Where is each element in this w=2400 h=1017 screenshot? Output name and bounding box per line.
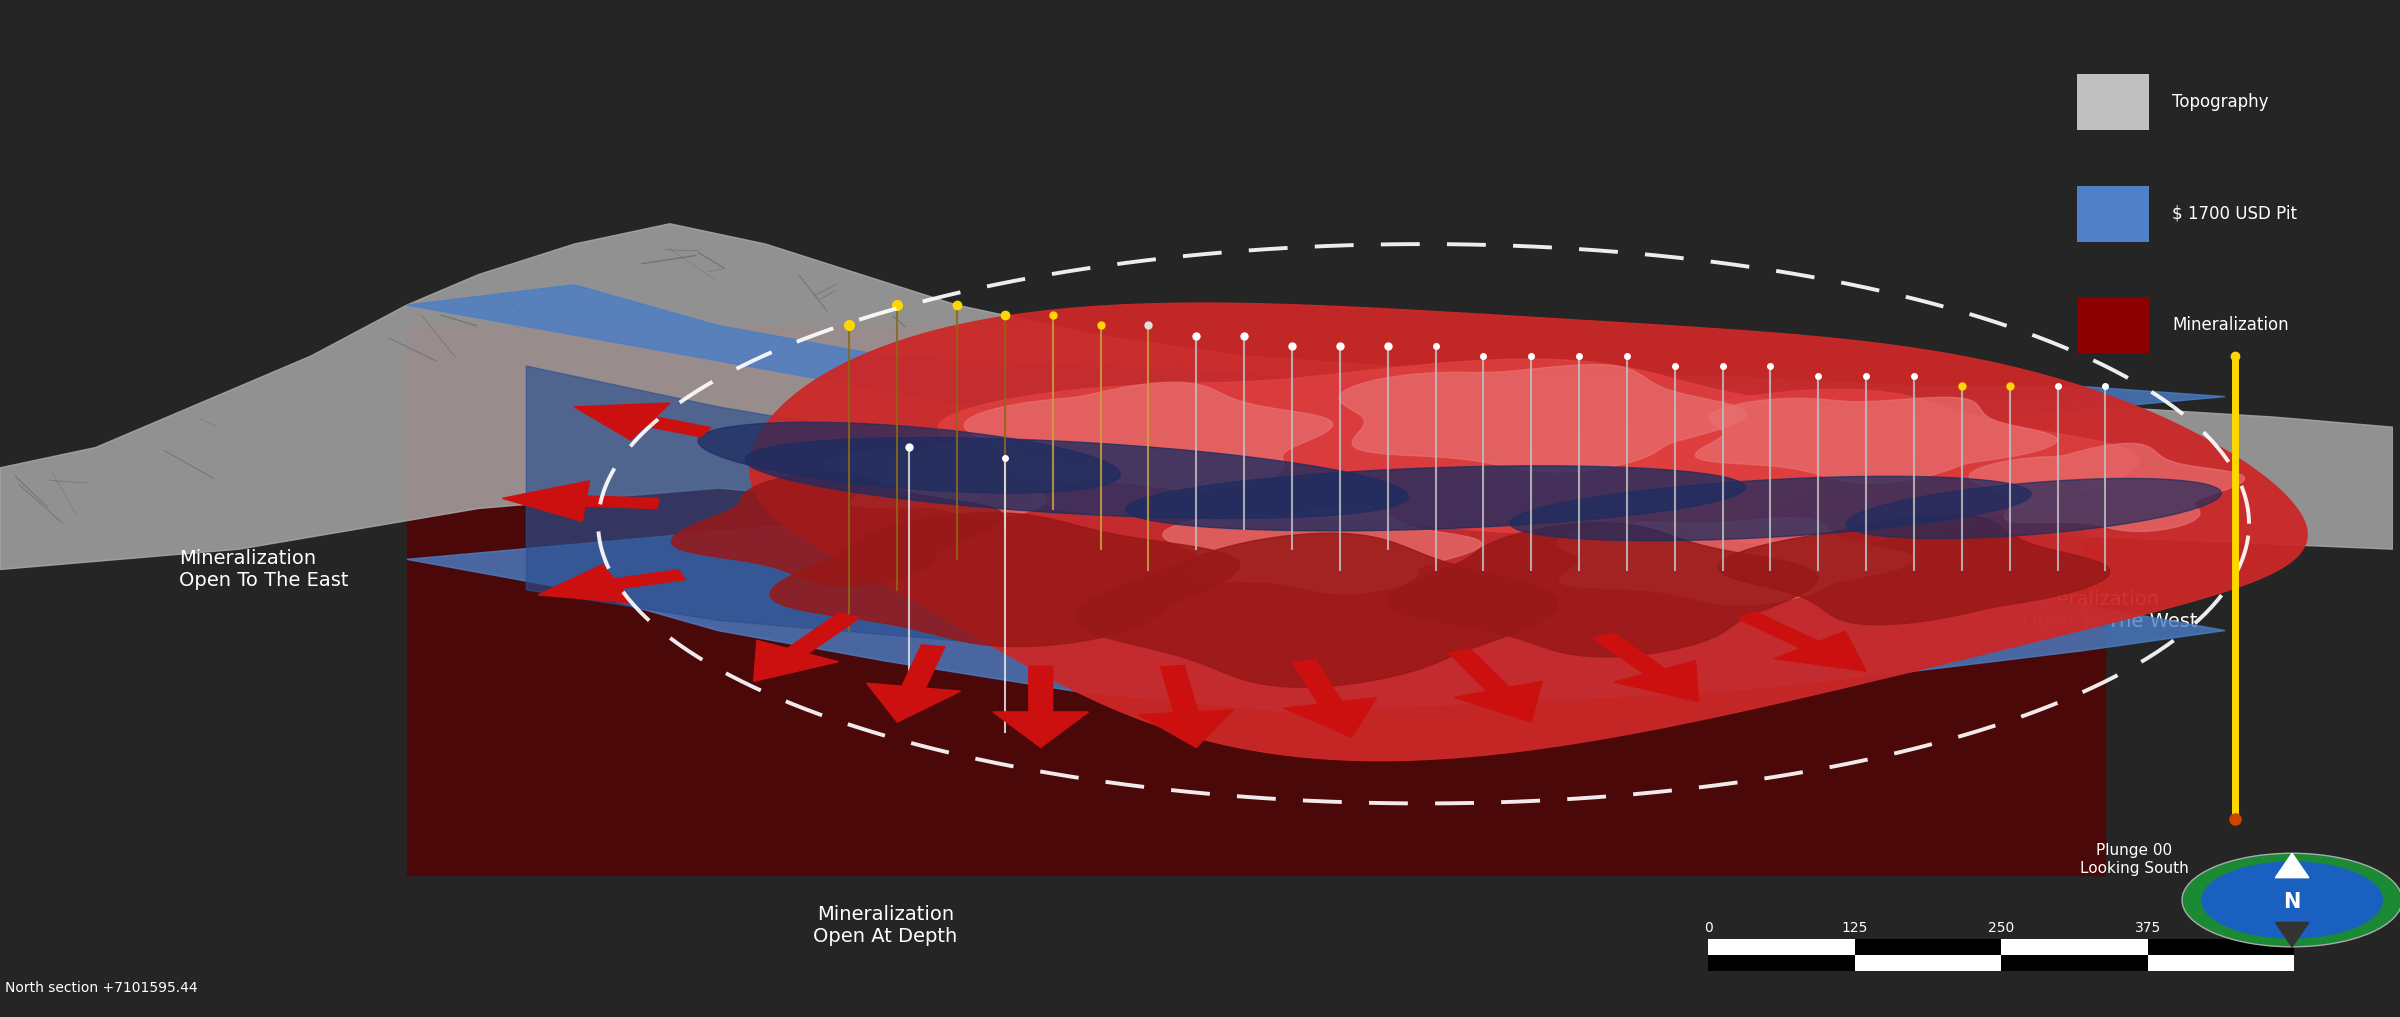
Bar xyxy=(1855,939,2002,955)
Text: North section +7101595.44: North section +7101595.44 xyxy=(5,980,197,995)
Polygon shape xyxy=(672,472,1003,586)
Text: 0: 0 xyxy=(1704,920,1714,935)
Polygon shape xyxy=(770,513,1241,647)
Text: Mineralization
Open At Depth: Mineralization Open At Depth xyxy=(814,905,958,946)
Polygon shape xyxy=(1387,523,1817,657)
Polygon shape xyxy=(1846,478,2222,539)
Polygon shape xyxy=(1558,518,1913,605)
Bar xyxy=(1709,939,1855,955)
Text: 375: 375 xyxy=(2134,920,2160,935)
Text: Topography: Topography xyxy=(2172,93,2268,111)
Polygon shape xyxy=(1339,365,1747,472)
Polygon shape xyxy=(698,422,1121,493)
Polygon shape xyxy=(1162,505,1481,594)
FancyArrow shape xyxy=(1450,649,1543,722)
FancyArrow shape xyxy=(1738,612,1867,671)
Bar xyxy=(2076,185,2148,241)
FancyArrow shape xyxy=(1594,633,1699,702)
Polygon shape xyxy=(2275,853,2309,878)
Text: N: N xyxy=(2282,892,2302,912)
Bar xyxy=(2148,939,2294,955)
Text: Plunge 00
Looking South: Plunge 00 Looking South xyxy=(2081,843,2189,876)
Polygon shape xyxy=(0,224,2393,570)
Text: 500: 500 xyxy=(2282,920,2306,935)
Bar xyxy=(2076,297,2148,354)
Bar xyxy=(1709,955,1855,971)
Polygon shape xyxy=(1968,443,2244,532)
Bar xyxy=(2002,955,2148,971)
Polygon shape xyxy=(1694,398,2057,483)
FancyArrow shape xyxy=(866,645,960,722)
Text: Mineralization
Open To The East: Mineralization Open To The East xyxy=(180,549,348,590)
FancyArrow shape xyxy=(1138,665,1234,747)
FancyArrow shape xyxy=(994,666,1090,747)
Text: Mineralization
Open To The West: Mineralization Open To The West xyxy=(2021,590,2198,631)
Polygon shape xyxy=(965,382,1332,490)
Polygon shape xyxy=(526,366,2081,651)
Polygon shape xyxy=(1498,390,2138,546)
FancyArrow shape xyxy=(574,403,710,440)
FancyArrow shape xyxy=(754,612,859,681)
Polygon shape xyxy=(1718,515,2110,624)
Bar xyxy=(2002,939,2148,955)
Polygon shape xyxy=(744,437,1409,519)
Polygon shape xyxy=(938,359,1946,534)
Polygon shape xyxy=(406,325,2105,875)
Text: 250: 250 xyxy=(1987,920,2014,935)
Circle shape xyxy=(2201,861,2383,939)
Bar xyxy=(1855,955,2002,971)
FancyArrow shape xyxy=(538,564,686,603)
Bar xyxy=(2076,73,2148,129)
Polygon shape xyxy=(1073,533,1558,687)
Polygon shape xyxy=(749,303,2306,761)
Polygon shape xyxy=(406,285,2225,712)
Polygon shape xyxy=(1126,466,1745,531)
FancyArrow shape xyxy=(1284,660,1378,737)
Text: 125: 125 xyxy=(1841,920,1867,935)
FancyArrow shape xyxy=(502,481,660,522)
Polygon shape xyxy=(823,438,1097,517)
Polygon shape xyxy=(2275,922,2309,947)
Text: $ 1700 USD Pit: $ 1700 USD Pit xyxy=(2172,204,2297,223)
Polygon shape xyxy=(1510,476,2030,541)
Polygon shape xyxy=(0,0,2393,468)
Circle shape xyxy=(2182,853,2400,947)
Bar xyxy=(2148,955,2294,971)
Text: Mineralization: Mineralization xyxy=(2172,316,2290,335)
